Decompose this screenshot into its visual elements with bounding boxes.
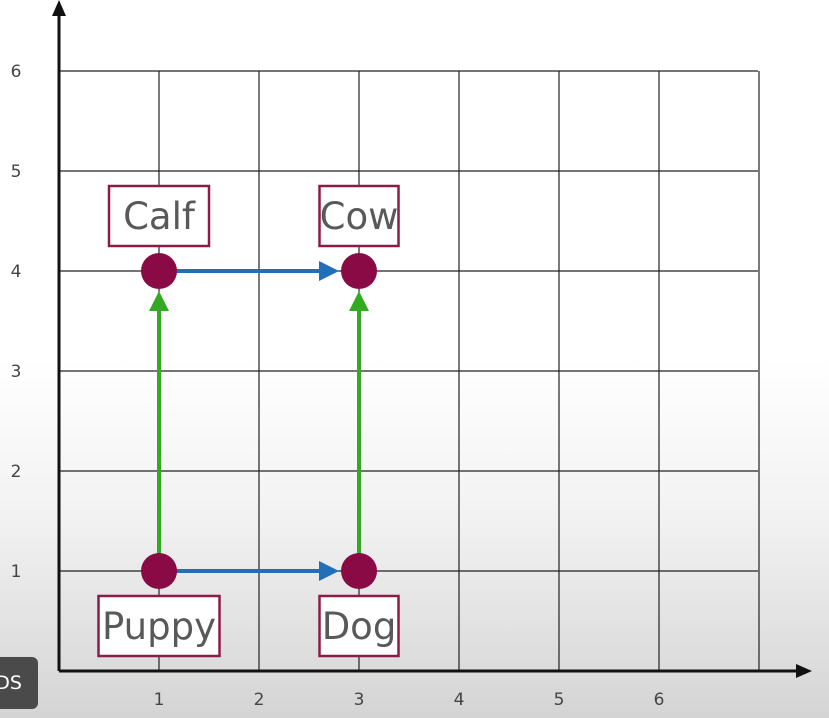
data-point <box>141 253 177 289</box>
point-label: Calf <box>123 195 196 238</box>
arrow-head <box>319 261 339 281</box>
overlay-text: DS <box>0 672 22 694</box>
y-tick-label: 2 <box>11 462 22 482</box>
point-label: Puppy <box>102 605 216 648</box>
y-tick-label: 4 <box>11 262 22 282</box>
x-tick-label: 5 <box>554 690 565 710</box>
x-tick-label: 4 <box>454 690 465 710</box>
arrow-head <box>149 291 169 311</box>
point-label-box <box>107 184 211 248</box>
data-point <box>341 253 377 289</box>
data-point <box>341 553 377 589</box>
point-label-box <box>318 184 400 248</box>
point-label-box <box>97 594 221 658</box>
data-point <box>141 553 177 589</box>
point-label-box <box>318 594 400 658</box>
x-tick-label: 1 <box>154 690 165 710</box>
x-tick-label: 2 <box>254 690 265 710</box>
y-tick-label: 5 <box>11 162 22 182</box>
y-tick-label: 6 <box>11 62 22 82</box>
arrow-head <box>349 291 369 311</box>
arrow-head <box>319 561 339 581</box>
point-label: Dog <box>322 605 397 648</box>
y-tick-label: 1 <box>11 562 22 582</box>
y-tick-label: 3 <box>11 362 22 382</box>
video-overlay-button[interactable]: DS <box>0 657 38 709</box>
y-axis-arrowhead <box>52 0 66 16</box>
x-axis-arrowhead <box>796 664 812 678</box>
x-tick-label: 3 <box>354 690 365 710</box>
x-tick-label: 6 <box>654 690 665 710</box>
point-label: Cow <box>320 195 399 238</box>
